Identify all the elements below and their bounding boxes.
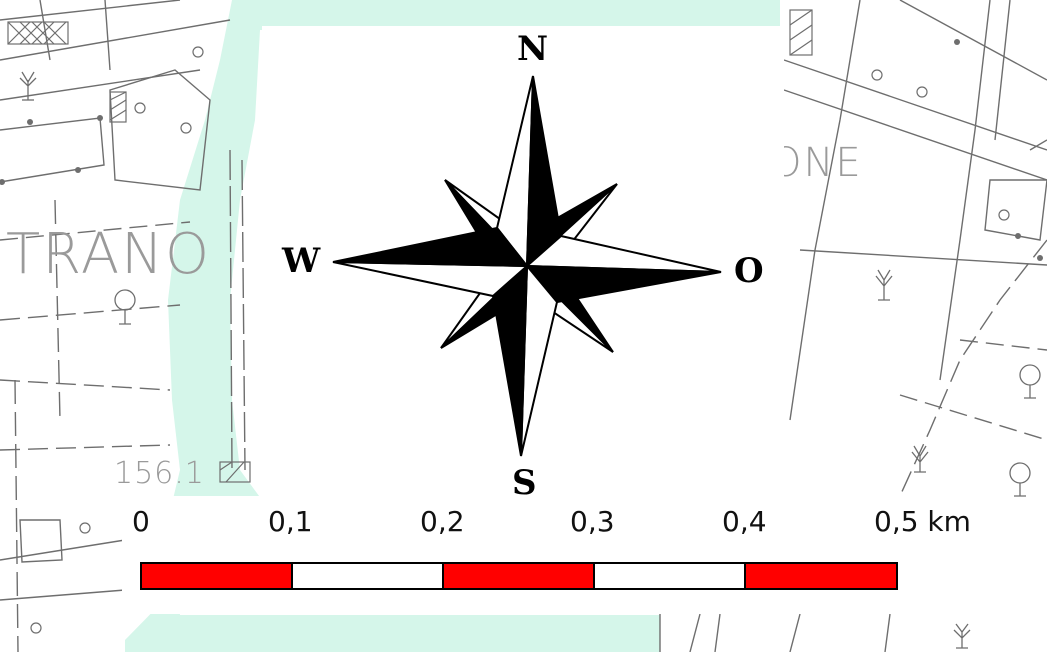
place-label-left: TRANO xyxy=(6,222,212,287)
scale-segment-3 xyxy=(442,562,595,590)
scale-bar: 0 0,1 0,2 0,3 0,4 0,5 km xyxy=(122,496,1004,614)
scale-label-0-2: 0,2 xyxy=(420,505,465,538)
elevation-label: 156.1 xyxy=(114,456,205,491)
scale-label-0-3: 0,3 xyxy=(570,505,615,538)
scale-label-0-5-km: 0,5 km xyxy=(874,505,971,538)
tree-icon xyxy=(19,71,1041,649)
scale-label-0: 0 xyxy=(132,505,150,538)
compass-north-label: N xyxy=(517,29,549,69)
scale-segment-4 xyxy=(593,562,746,590)
compass-west-label: W xyxy=(282,241,321,281)
scale-label-0-4: 0,4 xyxy=(722,505,767,538)
compass-east-label: O xyxy=(734,251,764,291)
scale-label-0-1: 0,1 xyxy=(268,505,313,538)
compass-south-label: S xyxy=(512,463,537,503)
place-label-right: ONE xyxy=(770,140,860,186)
scale-segment-1 xyxy=(140,562,293,590)
scale-segment-5 xyxy=(744,562,898,590)
compass-rose-icon xyxy=(332,75,722,457)
compass-panel: N O S W xyxy=(262,26,784,500)
scale-segment-2 xyxy=(291,562,444,590)
